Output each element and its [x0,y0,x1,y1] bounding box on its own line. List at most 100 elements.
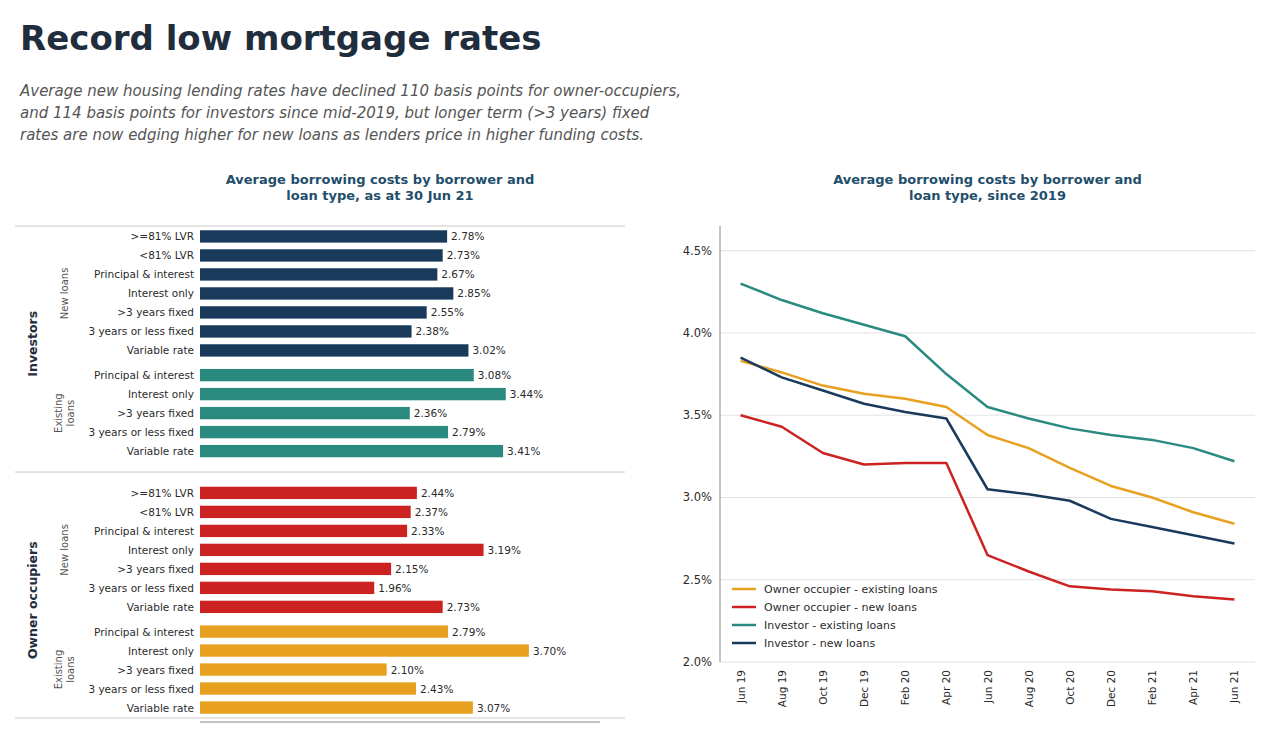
legend-label: Investor - new loans [764,637,875,650]
data-label: 2.38% [416,325,449,337]
text-line: New loans [59,524,70,576]
y-tick-label: Variable rate [127,344,194,356]
y-tick-label: Variable rate [127,445,194,457]
data-label: 2.33% [411,525,444,537]
lines [741,284,1235,600]
x-tick-label: Aug 20 [1023,670,1035,707]
data-label: 2.73% [447,601,480,613]
y-tick-label: >3 years fixed [117,407,194,419]
bar [200,426,448,438]
bar [200,306,427,318]
data-label: 3.19% [488,544,521,556]
text-line: loan type, since 2019 [909,188,1066,203]
bar [200,249,443,261]
y-tick-label: Variable rate [127,702,194,714]
x-tick-label: Oct 19 [817,670,829,705]
subgroup-label: New loans [59,268,70,320]
y-tick-label: 3 years or less fixed [88,683,194,695]
line [741,358,1235,544]
text-line: loans [65,656,76,683]
group-label-wrap: Investors [25,311,40,377]
bar [200,625,448,637]
text-line: rates are now edging higher for new loan… [20,126,644,144]
subgroup-label: Existingloans [53,393,76,433]
y-tick-label: Interest only [128,544,194,556]
bar-chart: 2.78% >=81% LVR 2.73% <81% LVR 2.67% Principa… [15,226,625,722]
separator [15,226,625,227]
data-label: 2.44% [421,487,454,499]
y-tick-label: <81% LVR [139,249,194,261]
data-label: 3.41% [507,445,540,457]
data-label: 2.73% [447,249,480,261]
text-line: Average borrowing costs by borrower and [833,172,1142,187]
bars [200,230,529,713]
bar [200,525,407,537]
bar [200,369,474,381]
bar [200,644,529,656]
text-line: Average borrowing costs by borrower and [226,172,535,187]
group-label: Investors [25,311,40,377]
y-tick-label: >=81% LVR [131,230,194,242]
text-line: Average new housing lending rates have d… [19,82,681,100]
line-chart: 2.0%2.5%3.0%3.5%4.0%4.5%Jun 19Aug 19Oct … [683,226,1255,707]
text-line: and 114 basis points for investors since… [20,104,650,122]
bar [200,701,473,713]
y-tick-label: >=81% LVR [131,487,194,499]
y-tick-label: >3 years fixed [117,664,194,676]
x-tick-label: Jun 21 [1228,670,1240,704]
y-tick-label: >3 years fixed [117,306,194,318]
y-tick-label: Interest only [128,287,194,299]
bar [200,268,437,280]
data-label: 3.44% [510,388,543,400]
y-tick-label: 3.0% [683,490,712,504]
bar [200,682,416,694]
group-label: Owner occupiers [25,541,40,659]
text-line: Existing [53,650,64,690]
text-line: loans [65,400,76,427]
y-tick-label: 3 years or less fixed [88,426,194,438]
line [741,284,1235,462]
y-tick-label: >3 years fixed [117,563,194,575]
group-label-wrap: Owner occupiers [25,541,40,659]
bar [200,407,410,419]
y-tick-label: <81% LVR [139,506,194,518]
subgroup-label-wrap: Existingloans [53,650,76,690]
y-tick-label: Interest only [128,388,194,400]
y-tick-label: 3.5% [683,408,712,422]
data-label: 2.85% [457,287,490,299]
y-tick-label: 2.5% [683,573,712,587]
grid-line [720,250,1255,251]
subgroup-label: Existingloans [53,650,76,690]
data-label: 2.43% [420,683,453,695]
x-tick-label: Feb 21 [1146,670,1158,705]
grid-line [720,662,1255,663]
data-label: 2.79% [452,426,485,438]
grid-line [720,579,1255,580]
legend-swatch [732,624,756,627]
x-tick-label: Feb 20 [899,670,911,705]
y-tick-label: 4.0% [683,326,712,340]
line [741,415,1235,599]
bar [200,230,447,242]
bar [200,344,468,356]
subgroup-label-wrap: New loans [59,268,70,320]
chart-title: Average borrowing costs by borrower andl… [833,172,1142,203]
labels: 2.78% >=81% LVR 2.73% <81% LVR 2.67% Principa… [25,230,567,713]
legend-label: Owner occupier - new loans [764,601,917,614]
data-label: 2.67% [441,268,474,280]
subgroup-label: New loans [59,524,70,576]
data-label: 2.78% [451,230,484,242]
data-label: 2.15% [395,563,428,575]
data-label: 3.02% [472,344,505,356]
legend: Owner occupier - existing loansOwner occ… [732,583,938,650]
legend-swatch [732,642,756,645]
grid-line [720,332,1255,333]
bar [200,287,453,299]
separator [15,718,625,719]
y-tick-label: 3 years or less fixed [88,582,194,594]
x-axis-line [200,722,600,723]
grid-line [720,497,1255,498]
bar [200,663,387,675]
y-axis-line [720,226,721,662]
y-tick-label: Principal & interest [94,626,194,638]
